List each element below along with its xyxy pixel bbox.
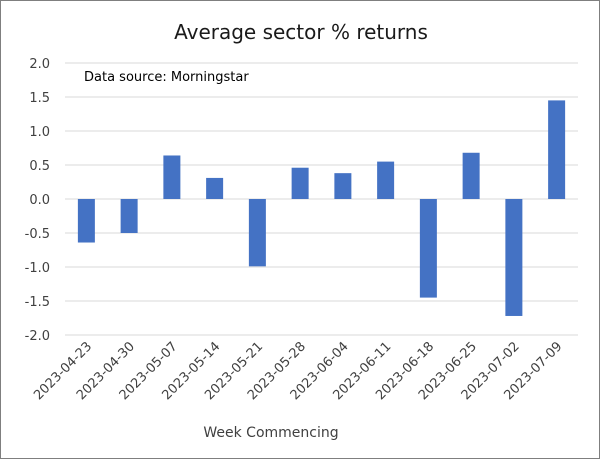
bar-2023-06-11: [377, 161, 395, 199]
y-tick-label: -1.5: [25, 295, 50, 310]
data-source-annotation: Data source: Morningstar: [84, 70, 249, 85]
chart-title: Average sector % returns: [174, 20, 428, 44]
y-tick-label: 2.0: [29, 57, 50, 72]
y-tick-label: -2.0: [25, 329, 50, 344]
bar-2023-05-21: [248, 199, 266, 267]
x-axis-ticks: 2023-04-232023-04-302023-05-072023-05-14…: [31, 339, 565, 403]
bar-2023-07-02: [505, 199, 523, 316]
y-tick-label: 1.0: [29, 125, 50, 140]
y-tick-label: 0.0: [29, 193, 50, 208]
bar-2023-05-28: [291, 167, 309, 199]
bar-2023-05-14: [206, 177, 224, 199]
y-tick-label: 0.5: [29, 159, 50, 174]
gridlines: [65, 62, 578, 336]
bar-2023-06-04: [334, 173, 352, 199]
bar-2023-04-23: [77, 199, 95, 243]
y-tick-label: -0.5: [25, 227, 50, 242]
bar-2023-06-18: [419, 199, 437, 298]
bars: [77, 100, 566, 316]
y-axis-ticks: 2.0 1.5 1.0 0.5 0.0 -0.5 -1.0 -1.5 -2.0: [25, 57, 50, 344]
y-tick-label: 1.5: [29, 91, 50, 106]
bar-2023-05-07: [163, 155, 181, 199]
bar-2023-04-30: [120, 199, 138, 233]
x-axis-title: Week Commencing: [203, 425, 338, 441]
bar-2023-07-09: [548, 100, 566, 199]
y-tick-label: -1.0: [25, 261, 50, 276]
bar-2023-06-25: [462, 152, 480, 199]
